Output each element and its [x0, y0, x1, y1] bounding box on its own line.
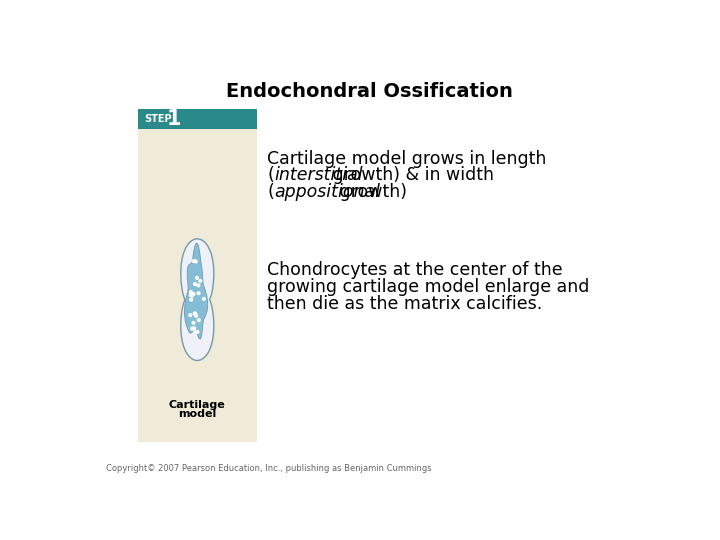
Circle shape	[194, 312, 196, 315]
Text: 1: 1	[166, 109, 181, 129]
Circle shape	[190, 298, 192, 301]
FancyBboxPatch shape	[138, 110, 257, 130]
Text: model: model	[178, 409, 217, 419]
Text: Copyright© 2007 Pearson Education, Inc., publishing as Benjamin Cummings: Copyright© 2007 Pearson Education, Inc.,…	[106, 464, 431, 473]
Polygon shape	[184, 243, 207, 339]
Circle shape	[194, 312, 197, 315]
Text: then die as the matrix calcifies.: then die as the matrix calcifies.	[267, 295, 543, 313]
Circle shape	[197, 284, 200, 287]
Text: STEP: STEP	[144, 114, 172, 125]
Circle shape	[194, 282, 197, 286]
Circle shape	[189, 314, 192, 316]
Text: growth) & in width: growth) & in width	[328, 166, 495, 185]
Text: appositional: appositional	[274, 184, 380, 201]
Circle shape	[193, 327, 196, 330]
Text: interstitial: interstitial	[274, 166, 363, 185]
Circle shape	[192, 293, 195, 295]
Text: growing cartilage model enlarge and: growing cartilage model enlarge and	[267, 278, 590, 296]
Circle shape	[192, 260, 195, 262]
Circle shape	[195, 314, 197, 317]
Circle shape	[197, 292, 200, 295]
Circle shape	[192, 321, 195, 324]
Circle shape	[194, 260, 197, 263]
Circle shape	[199, 280, 202, 282]
Circle shape	[197, 319, 200, 321]
Text: growth): growth)	[334, 184, 408, 201]
Text: Endochondral Ossification: Endochondral Ossification	[225, 82, 513, 101]
Circle shape	[189, 294, 192, 296]
Text: Cartilage: Cartilage	[169, 400, 225, 410]
Text: Chondrocytes at the center of the: Chondrocytes at the center of the	[267, 261, 563, 279]
Circle shape	[189, 291, 192, 293]
Text: Cartilage model grows in length: Cartilage model grows in length	[267, 150, 546, 167]
Text: (: (	[267, 166, 274, 185]
Circle shape	[196, 276, 199, 279]
Circle shape	[202, 298, 205, 300]
Circle shape	[191, 294, 193, 297]
Circle shape	[191, 327, 194, 330]
Text: (: (	[267, 184, 274, 201]
FancyBboxPatch shape	[138, 110, 257, 442]
Polygon shape	[181, 239, 214, 361]
Circle shape	[196, 330, 199, 333]
